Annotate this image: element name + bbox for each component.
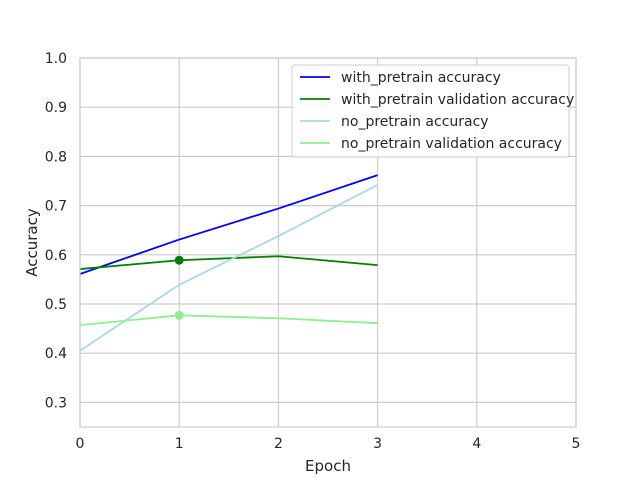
series-line-with-pretrain-accuracy xyxy=(79,174,378,275)
y-tick-label: 0.7 xyxy=(45,199,67,215)
y-tick-label: 0.3 xyxy=(45,395,67,411)
legend-label: with_pretrain accuracy xyxy=(341,70,501,86)
x-tick-label: 4 xyxy=(472,436,481,452)
y-tick-label: 0.9 xyxy=(45,100,67,116)
legend-label: no_pretrain accuracy xyxy=(341,114,489,130)
data-point-no-pretrain-validation-accuracy xyxy=(174,310,184,320)
y-tick-label: 1.0 xyxy=(45,51,67,67)
x-tick-label: 1 xyxy=(175,436,184,452)
data-point-with-pretrain-validation-accuracy xyxy=(174,255,184,265)
y-tick-labels: 0.3 0.4 0.5 0.6 0.7 0.8 0.9 1.0 xyxy=(45,51,67,411)
legend: with_pretrain accuracy with_pretrain vali… xyxy=(291,64,574,158)
series-lines xyxy=(79,174,379,352)
legend-label: with_pretrain validation accuracy xyxy=(341,92,574,108)
y-tick-label: 0.5 xyxy=(45,297,67,313)
legend-label: no_pretrain validation accuracy xyxy=(341,136,562,152)
x-tick-label: 0 xyxy=(76,436,85,452)
legend-box xyxy=(291,64,570,158)
x-tick-labels: 0 1 2 3 4 5 xyxy=(76,436,581,452)
series-line-with-pretrain-validation-accuracy xyxy=(79,255,378,270)
x-tick-label: 3 xyxy=(373,436,382,452)
x-axis-label: Epoch xyxy=(305,457,351,475)
y-tick-label: 0.8 xyxy=(45,149,67,165)
series-line-no-pretrain-accuracy xyxy=(79,184,379,352)
y-axis-label: Accuracy xyxy=(23,208,41,277)
series-line-no-pretrain-validation-accuracy xyxy=(79,314,378,327)
x-tick-label: 2 xyxy=(274,436,283,452)
y-tick-label: 0.4 xyxy=(45,346,67,362)
plot-frame xyxy=(79,57,577,428)
y-tick-label: 0.6 xyxy=(45,248,67,264)
x-tick-label: 5 xyxy=(572,436,581,452)
